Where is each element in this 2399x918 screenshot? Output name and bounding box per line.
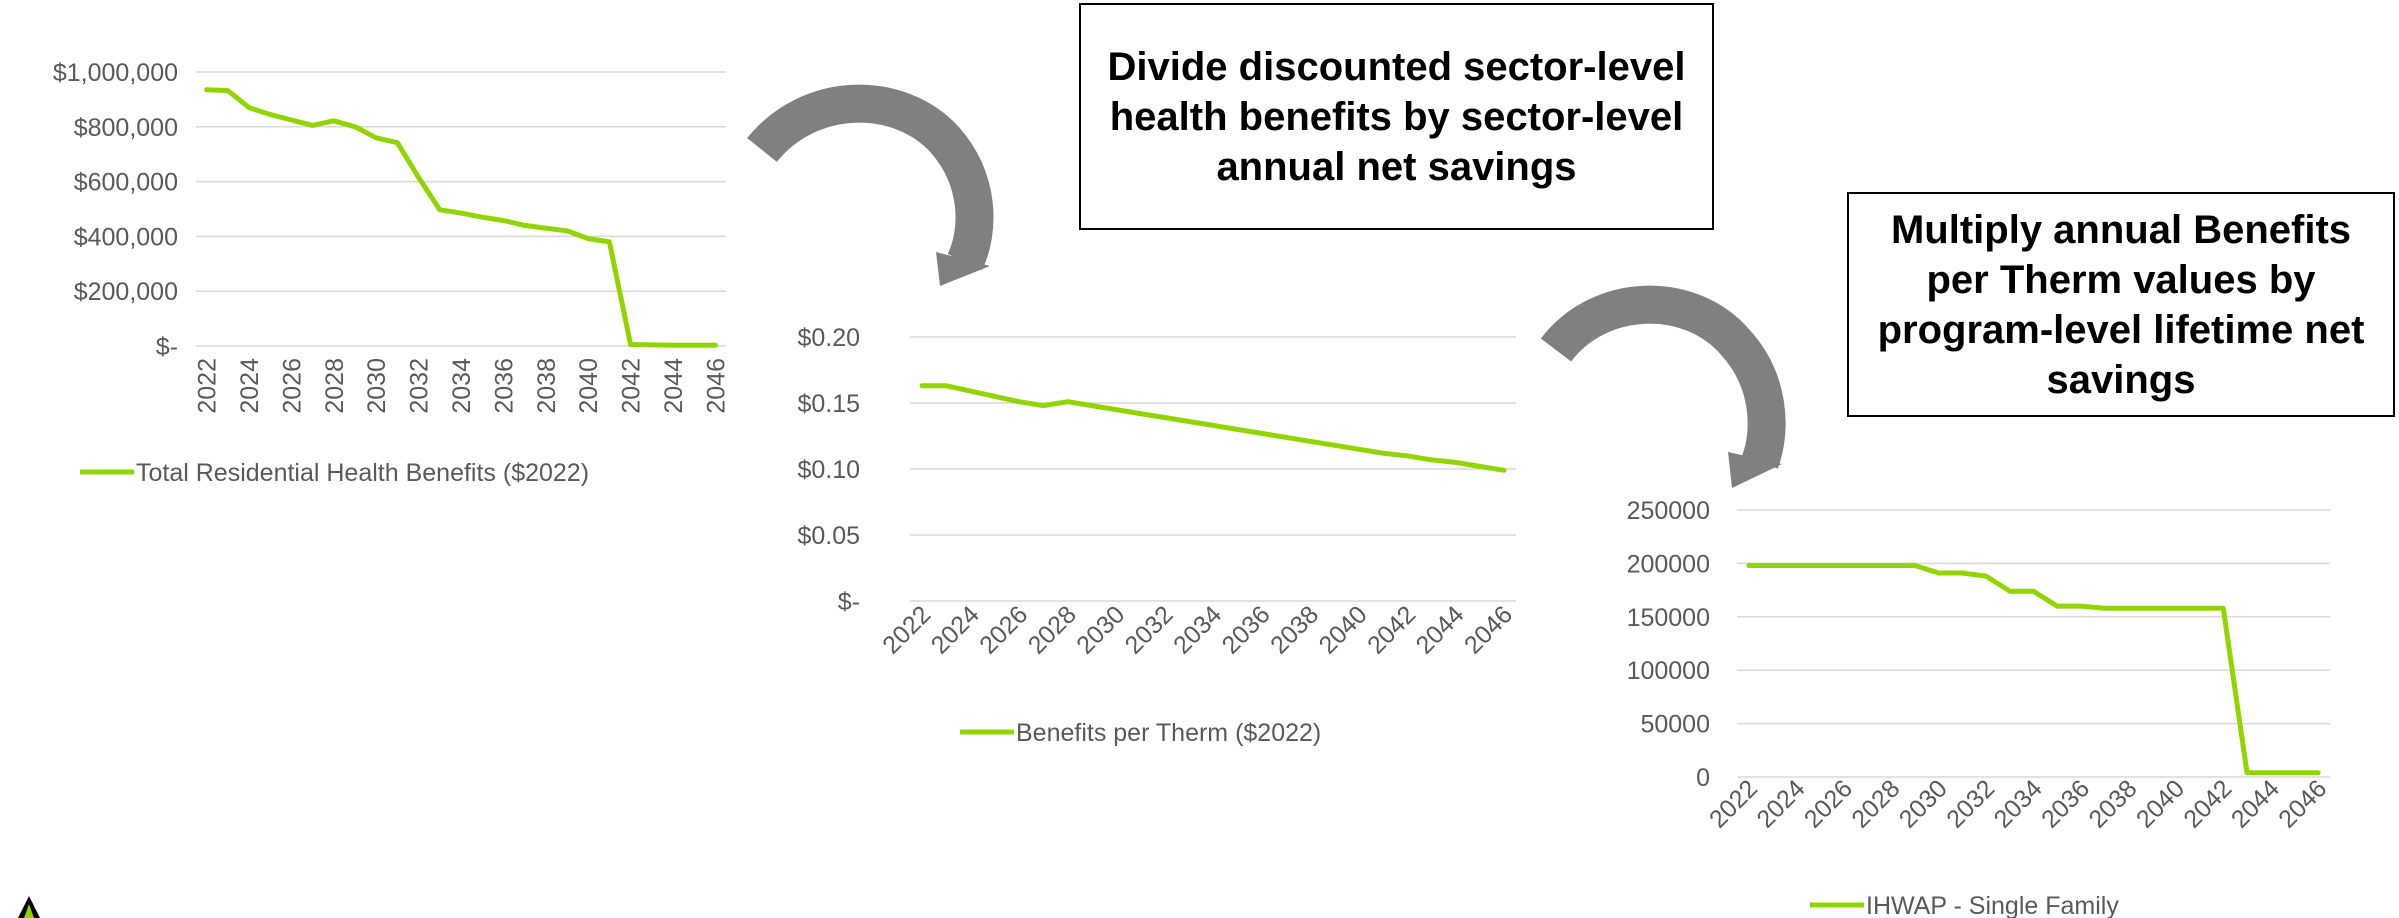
x-tick-label: 2036 <box>490 358 518 414</box>
y-tick-label: 0 <box>1696 764 1710 792</box>
x-tick-label: 2042 <box>1362 600 1421 659</box>
x-tick-label: 2038 <box>533 358 561 414</box>
curved-arrow-icon <box>1540 285 1786 488</box>
x-tick-label: 2022 <box>1704 774 1763 833</box>
y-tick-label: $200,000 <box>74 278 178 306</box>
x-tick-label: 2024 <box>926 600 985 659</box>
x-tick-label: 2040 <box>1314 600 1373 659</box>
x-tick-label: 2038 <box>2083 774 2142 833</box>
x-tick-label: 2034 <box>1168 600 1227 659</box>
x-tick-label: 2030 <box>363 358 391 414</box>
y-tick-label: 200000 <box>1627 550 1710 578</box>
x-tick-label: 2046 <box>1459 600 1518 659</box>
series-line <box>204 87 718 348</box>
y-tick-label: $- <box>838 588 860 616</box>
x-tick-label: 2044 <box>1411 600 1470 659</box>
x-tick-label: 2036 <box>1217 600 1276 659</box>
x-tick-label: 2042 <box>618 358 646 414</box>
y-tick-label: 150000 <box>1627 604 1710 632</box>
x-tick-label: 2044 <box>660 358 688 414</box>
y-tick-label: $0.05 <box>797 522 860 550</box>
x-tick-label: 2032 <box>1941 774 2000 833</box>
step2-callout-box: Multiply annual Benefits per Therm value… <box>1847 192 2395 417</box>
x-tick-label: 2028 <box>1023 600 1082 659</box>
step2-callout-text: Multiply annual Benefits per Therm value… <box>1877 207 2365 402</box>
y-tick-label: $0.10 <box>797 456 860 484</box>
x-tick-label: 2046 <box>2273 774 2332 833</box>
chart-ihwap-single-family: 0500001000001500002000002500002022202420… <box>1627 497 2333 918</box>
x-tick-label: 2034 <box>1989 774 2048 833</box>
y-tick-label: 100000 <box>1627 657 1710 685</box>
x-tick-label: 2030 <box>1894 774 1953 833</box>
step1-callout-box: Divide discounted sector-level health be… <box>1079 3 1714 230</box>
x-tick-label: 2026 <box>278 358 306 414</box>
y-tick-label: 250000 <box>1627 497 1710 525</box>
y-tick-label: $0.15 <box>797 390 860 418</box>
x-tick-label: 2038 <box>1265 600 1324 659</box>
x-tick-label: 2044 <box>2226 774 2285 833</box>
x-tick-label: 2032 <box>1120 600 1179 659</box>
curved-arrow-icon <box>747 84 994 286</box>
x-tick-label: 2024 <box>236 358 264 414</box>
chart-total-residential-health-benefits: $- $200,000 $400,000 $600,000 $800,000 $1,000… <box>53 59 731 487</box>
x-tick-label: 2042 <box>2178 774 2237 833</box>
x-tick-label: 2024 <box>1751 774 1810 833</box>
y-tick-label: $0.20 <box>797 324 860 352</box>
series-line <box>919 383 1507 473</box>
y-tick-label: 50000 <box>1640 711 1710 739</box>
chart-benefits-per-therm: $-$0.05$0.10$0.15$0.20202220242026202820… <box>797 324 1518 747</box>
logo-icon <box>18 896 40 918</box>
legend-label: IHWAP - Single Family <box>1866 892 2119 918</box>
x-tick-label: 2036 <box>2036 774 2095 833</box>
x-tick-label: 2040 <box>575 358 603 414</box>
x-tick-label: 2028 <box>321 358 349 414</box>
x-tick-label: 2034 <box>448 358 476 414</box>
y-tick-label: $- <box>156 333 178 361</box>
y-tick-label: $1,000,000 <box>53 59 178 87</box>
x-tick-label: 2022 <box>877 600 936 659</box>
x-tick-label: 2026 <box>974 600 1033 659</box>
y-tick-label: $800,000 <box>74 114 178 142</box>
step1-callout-text: Divide discounted sector-level health be… <box>1107 44 1686 189</box>
x-tick-label: 2022 <box>194 358 222 414</box>
legend-label: Total Residential Health Benefits ($2022… <box>136 459 589 487</box>
x-tick-label: 2046 <box>702 358 730 414</box>
x-tick-label: 2032 <box>406 358 434 414</box>
x-tick-label: 2030 <box>1071 600 1130 659</box>
y-tick-label: $400,000 <box>74 223 178 251</box>
legend-label: Benefits per Therm ($2022) <box>1016 719 1321 747</box>
y-tick-label: $600,000 <box>74 169 178 197</box>
x-tick-label: 2026 <box>1799 774 1858 833</box>
series-line <box>1746 563 2321 776</box>
x-tick-label: 2028 <box>1846 774 1905 833</box>
x-tick-label: 2040 <box>2131 774 2190 833</box>
